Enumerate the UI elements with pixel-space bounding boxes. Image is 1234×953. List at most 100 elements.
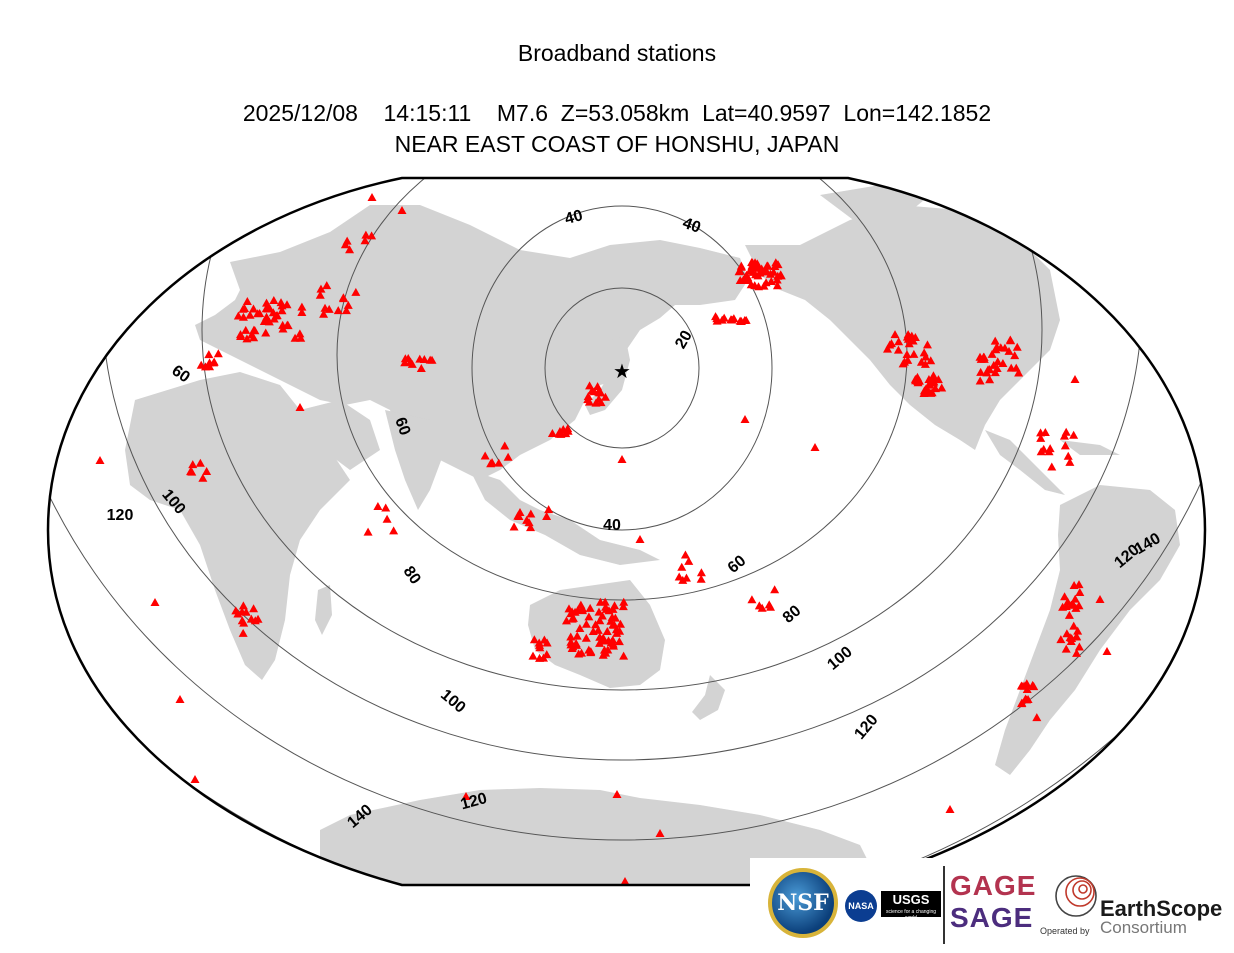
- station-triangle-icon: [729, 314, 739, 323]
- station-triangle-icon: [763, 261, 773, 270]
- station-triangle-icon: [739, 275, 749, 284]
- station-triangle-icon: [771, 258, 781, 267]
- station-triangle-icon: [190, 775, 200, 783]
- station-triangle-icon: [696, 568, 706, 577]
- station-triangle-icon: [1036, 428, 1046, 437]
- land-india: [385, 410, 445, 510]
- station-triangle-icon: [1022, 679, 1032, 688]
- contour-120: [48, 178, 1205, 841]
- station-triangle-icon: [241, 607, 251, 616]
- station-triangle-icon: [930, 384, 940, 393]
- station-triangle-icon: [913, 378, 923, 387]
- station-triangle-icon: [1045, 444, 1055, 453]
- earthscope-consortium: Consortium: [1100, 918, 1187, 937]
- station-triangle-icon: [262, 312, 272, 321]
- station-triangle-icon: [599, 636, 609, 645]
- station-triangle-icon: [340, 240, 350, 249]
- station-triangle-icon: [397, 206, 407, 214]
- station-triangle-icon: [322, 281, 332, 290]
- station-triangle-icon: [1071, 603, 1081, 612]
- station-triangle-icon: [373, 502, 383, 511]
- station-triangle-icon: [924, 375, 934, 384]
- station-triangle-icon: [975, 376, 985, 385]
- station-triangle-icon: [921, 352, 931, 361]
- station-triangle-icon: [1066, 600, 1076, 609]
- station-triangle-icon: [231, 606, 241, 615]
- station-triangle-icon: [600, 392, 610, 401]
- station-triangle-icon: [1016, 681, 1026, 690]
- station-triangle-icon: [584, 612, 594, 621]
- station-triangle-icon: [611, 625, 621, 634]
- station-triangle-icon: [1004, 346, 1014, 355]
- station-triangle-icon: [198, 473, 208, 482]
- station-triangle-icon: [890, 330, 900, 339]
- station-triangle-icon: [979, 352, 989, 361]
- station-triangle-icon: [316, 284, 326, 293]
- land-central-america: [985, 430, 1065, 495]
- station-triangle-icon: [1012, 342, 1022, 351]
- station-triangle-icon: [614, 637, 624, 646]
- station-triangle-icon: [976, 367, 986, 376]
- station-triangle-icon: [248, 304, 258, 313]
- station-triangle-icon: [1074, 642, 1084, 651]
- station-triangle-icon: [1072, 632, 1082, 641]
- land-africa: [125, 372, 350, 680]
- station-triangle-icon: [419, 355, 429, 364]
- station-triangle-icon: [351, 287, 361, 296]
- station-triangle-icon: [500, 441, 510, 450]
- station-triangle-icon: [747, 595, 757, 604]
- station-triangle-icon: [241, 325, 251, 334]
- station-triangle-icon: [297, 302, 307, 311]
- station-triangle-icon: [277, 306, 287, 315]
- station-triangle-icon: [1060, 441, 1070, 450]
- contour-label-40: 40: [680, 215, 703, 237]
- station-triangle-icon: [526, 523, 536, 532]
- station-triangle-icon: [753, 271, 763, 280]
- station-triangle-icon: [577, 648, 587, 657]
- station-triangle-icon: [1064, 610, 1074, 619]
- station-triangle-icon: [595, 597, 605, 606]
- station-triangle-icon: [253, 309, 263, 318]
- station-triangle-icon: [680, 550, 690, 559]
- station-triangle-icon: [566, 632, 576, 641]
- station-triangle-icon: [240, 303, 250, 312]
- station-triangle-icon: [903, 355, 913, 364]
- station-triangle-icon: [1000, 343, 1010, 352]
- station-triangle-icon: [338, 294, 348, 303]
- station-triangle-icon: [1014, 368, 1024, 377]
- station-triangle-icon: [810, 443, 820, 451]
- station-triangle-icon: [544, 505, 554, 514]
- station-triangle-icon: [596, 398, 606, 407]
- station-triangle-icon: [743, 273, 753, 282]
- station-triangle-icon: [926, 356, 936, 365]
- station-triangle-icon: [367, 193, 377, 201]
- station-triangle-icon: [902, 350, 912, 359]
- contour-80: [201, 178, 1043, 691]
- station-triangle-icon: [389, 526, 399, 535]
- station-triangle-icon: [188, 460, 198, 469]
- station-triangle-icon: [617, 455, 627, 463]
- station-triangle-icon: [363, 527, 373, 536]
- station-triangle-icon: [361, 230, 371, 239]
- station-triangle-icon: [883, 344, 893, 353]
- station-triangle-icon: [272, 311, 282, 320]
- station-triangle-icon: [903, 330, 913, 339]
- station-triangle-icon: [278, 324, 288, 333]
- station-triangle-icon: [236, 332, 246, 341]
- station-triangle-icon: [282, 320, 292, 329]
- station-triangle-icon: [290, 333, 300, 342]
- station-triangle-icon: [770, 585, 780, 594]
- station-triangle-icon: [542, 511, 552, 520]
- station-triangle-icon: [1023, 695, 1033, 704]
- land-se-asia: [470, 470, 660, 565]
- station-triangle-icon: [757, 603, 767, 612]
- station-triangle-icon: [587, 386, 597, 395]
- station-triangle-icon: [570, 607, 580, 616]
- station-triangle-icon: [345, 245, 355, 254]
- station-triangle-icon: [910, 332, 920, 341]
- station-triangle-icon: [684, 556, 694, 565]
- earthscope-icon: [1055, 875, 1097, 917]
- station-triangle-icon: [242, 297, 252, 306]
- station-triangle-icon: [487, 458, 497, 467]
- station-triangle-icon: [1075, 588, 1085, 597]
